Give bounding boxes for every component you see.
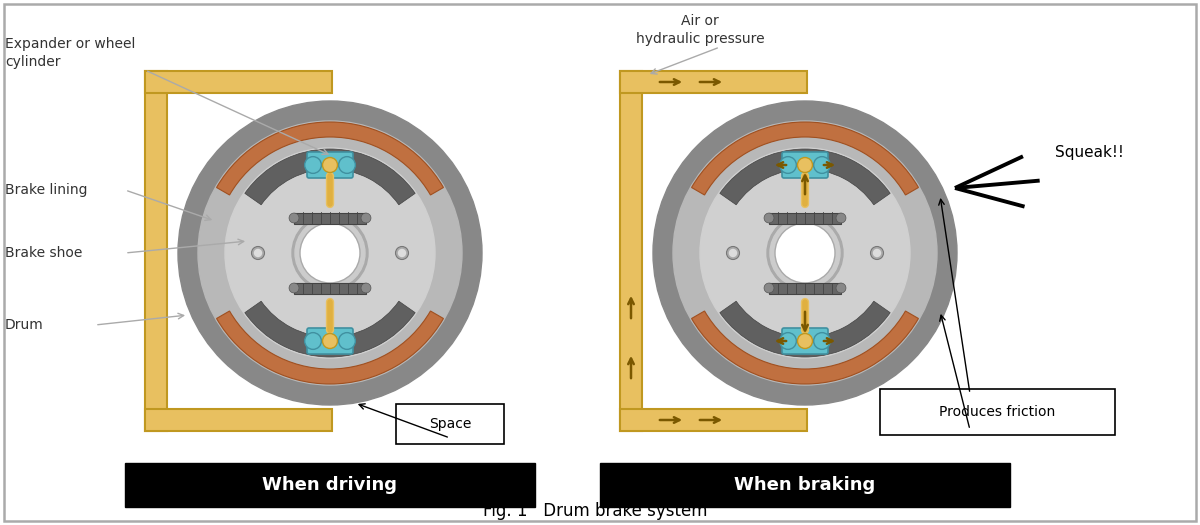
Text: Drum: Drum xyxy=(5,318,43,332)
Circle shape xyxy=(305,156,322,173)
Circle shape xyxy=(295,218,365,288)
FancyBboxPatch shape xyxy=(145,71,332,93)
Wedge shape xyxy=(691,311,918,384)
Circle shape xyxy=(764,213,774,223)
Circle shape xyxy=(730,249,737,257)
Circle shape xyxy=(798,158,812,173)
Circle shape xyxy=(398,249,406,257)
Wedge shape xyxy=(245,301,415,357)
FancyBboxPatch shape xyxy=(620,409,808,431)
Circle shape xyxy=(814,156,830,173)
FancyBboxPatch shape xyxy=(782,152,828,178)
Circle shape xyxy=(396,247,408,259)
Circle shape xyxy=(323,333,337,349)
Text: Brake lining: Brake lining xyxy=(5,183,88,197)
Wedge shape xyxy=(720,301,890,357)
FancyBboxPatch shape xyxy=(396,404,504,444)
Circle shape xyxy=(292,215,368,291)
FancyBboxPatch shape xyxy=(125,463,535,507)
Wedge shape xyxy=(691,122,918,195)
FancyBboxPatch shape xyxy=(307,328,353,354)
FancyBboxPatch shape xyxy=(307,152,353,178)
Circle shape xyxy=(305,333,322,349)
Circle shape xyxy=(653,101,958,405)
Wedge shape xyxy=(245,149,415,205)
FancyBboxPatch shape xyxy=(620,71,808,93)
Circle shape xyxy=(798,333,812,349)
Circle shape xyxy=(361,213,371,223)
FancyBboxPatch shape xyxy=(600,463,1010,507)
Circle shape xyxy=(338,156,355,173)
Text: Squeak!!: Squeak!! xyxy=(1055,145,1124,161)
Wedge shape xyxy=(720,149,890,205)
FancyBboxPatch shape xyxy=(145,71,167,431)
FancyBboxPatch shape xyxy=(782,328,828,354)
Circle shape xyxy=(764,283,774,293)
Circle shape xyxy=(874,249,881,257)
Circle shape xyxy=(361,283,371,293)
Circle shape xyxy=(836,213,846,223)
Circle shape xyxy=(836,283,846,293)
FancyBboxPatch shape xyxy=(880,389,1115,435)
Circle shape xyxy=(767,215,844,291)
Text: Expander or wheel
cylinder: Expander or wheel cylinder xyxy=(5,37,136,69)
Circle shape xyxy=(300,223,360,283)
Circle shape xyxy=(323,158,337,173)
Circle shape xyxy=(289,213,299,223)
FancyBboxPatch shape xyxy=(294,213,366,224)
FancyBboxPatch shape xyxy=(769,213,841,224)
Circle shape xyxy=(338,333,355,349)
Text: Space: Space xyxy=(428,417,472,431)
Circle shape xyxy=(254,249,262,257)
Circle shape xyxy=(700,148,910,358)
Circle shape xyxy=(289,283,299,293)
Text: When braking: When braking xyxy=(734,476,876,494)
FancyBboxPatch shape xyxy=(294,282,366,293)
Circle shape xyxy=(780,333,797,349)
FancyBboxPatch shape xyxy=(145,409,332,431)
Circle shape xyxy=(226,148,436,358)
Circle shape xyxy=(252,247,264,259)
Text: Fig. 1   Drum brake system: Fig. 1 Drum brake system xyxy=(482,502,707,520)
Text: Air or
hydraulic pressure: Air or hydraulic pressure xyxy=(636,14,764,46)
Wedge shape xyxy=(216,122,444,195)
Text: When driving: When driving xyxy=(263,476,397,494)
Wedge shape xyxy=(216,311,444,384)
Circle shape xyxy=(178,101,482,405)
Circle shape xyxy=(814,333,830,349)
Circle shape xyxy=(775,223,835,283)
Circle shape xyxy=(198,121,462,385)
Circle shape xyxy=(780,156,797,173)
FancyBboxPatch shape xyxy=(620,71,642,431)
Circle shape xyxy=(770,218,840,288)
Text: Brake shoe: Brake shoe xyxy=(5,246,83,260)
Circle shape xyxy=(673,121,937,385)
Circle shape xyxy=(870,247,883,259)
FancyBboxPatch shape xyxy=(769,282,841,293)
Text: Produces friction: Produces friction xyxy=(940,405,1056,419)
Circle shape xyxy=(726,247,739,259)
